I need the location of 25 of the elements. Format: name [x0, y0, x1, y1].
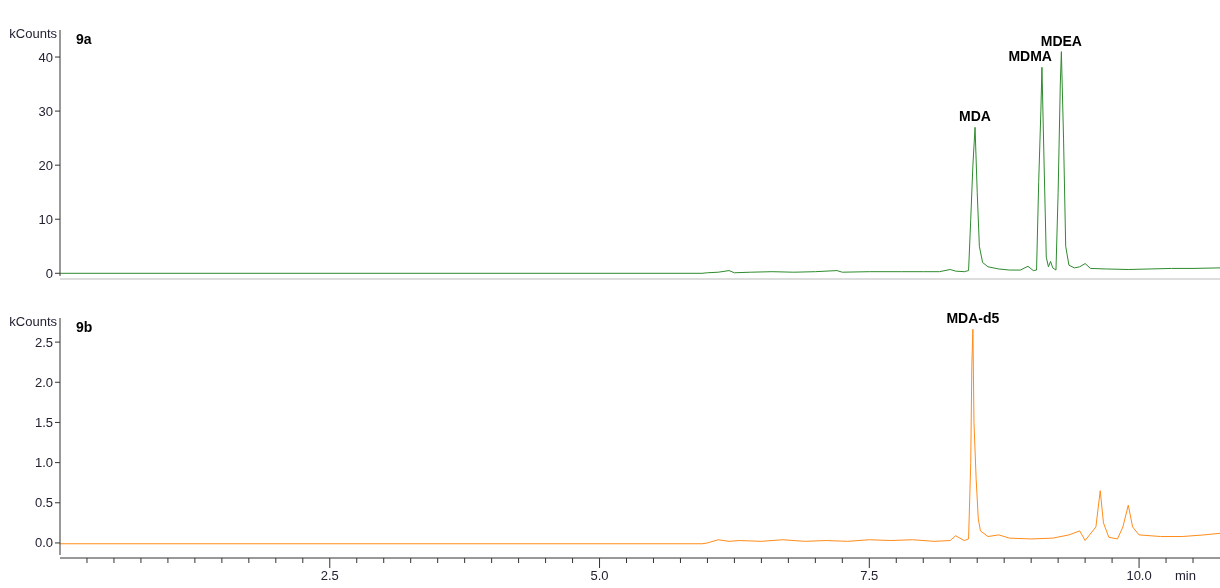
annotation: MDEA	[1040, 32, 1082, 49]
chart-title: 9a	[76, 31, 92, 47]
y-tick-label: 0	[45, 265, 53, 281]
y-tick-label: 1.0	[34, 455, 53, 471]
annotation: MDMA	[1008, 48, 1052, 65]
y-tick-label: 0.0	[34, 535, 53, 551]
y-tick-label: 2.5	[34, 334, 53, 350]
annotation: MDA	[959, 108, 991, 125]
y-axis-title: kCounts	[9, 26, 58, 41]
y-tick-label: 40	[38, 49, 53, 65]
y-tick-label: 2.0	[34, 374, 53, 390]
y-tick-label: 10	[38, 211, 53, 227]
y-tick-label: 0.5	[34, 495, 53, 511]
x-tick-label: 10.0	[1126, 568, 1152, 583]
y-tick-label: 1.5	[34, 414, 53, 430]
y-tick-label: 20	[38, 157, 53, 173]
x-tick-label: 2.5	[320, 568, 339, 583]
x-axis-title: min	[1175, 568, 1196, 583]
chart-title: 9b	[76, 319, 93, 335]
line-series	[59, 51, 1220, 274]
annotation: MDA-d5	[946, 310, 1000, 327]
y-axis-title: kCounts	[9, 314, 58, 329]
x-tick-label: 7.5	[860, 568, 879, 583]
x-tick-label: 5.0	[590, 568, 609, 583]
y-tick-label: 30	[38, 103, 53, 119]
